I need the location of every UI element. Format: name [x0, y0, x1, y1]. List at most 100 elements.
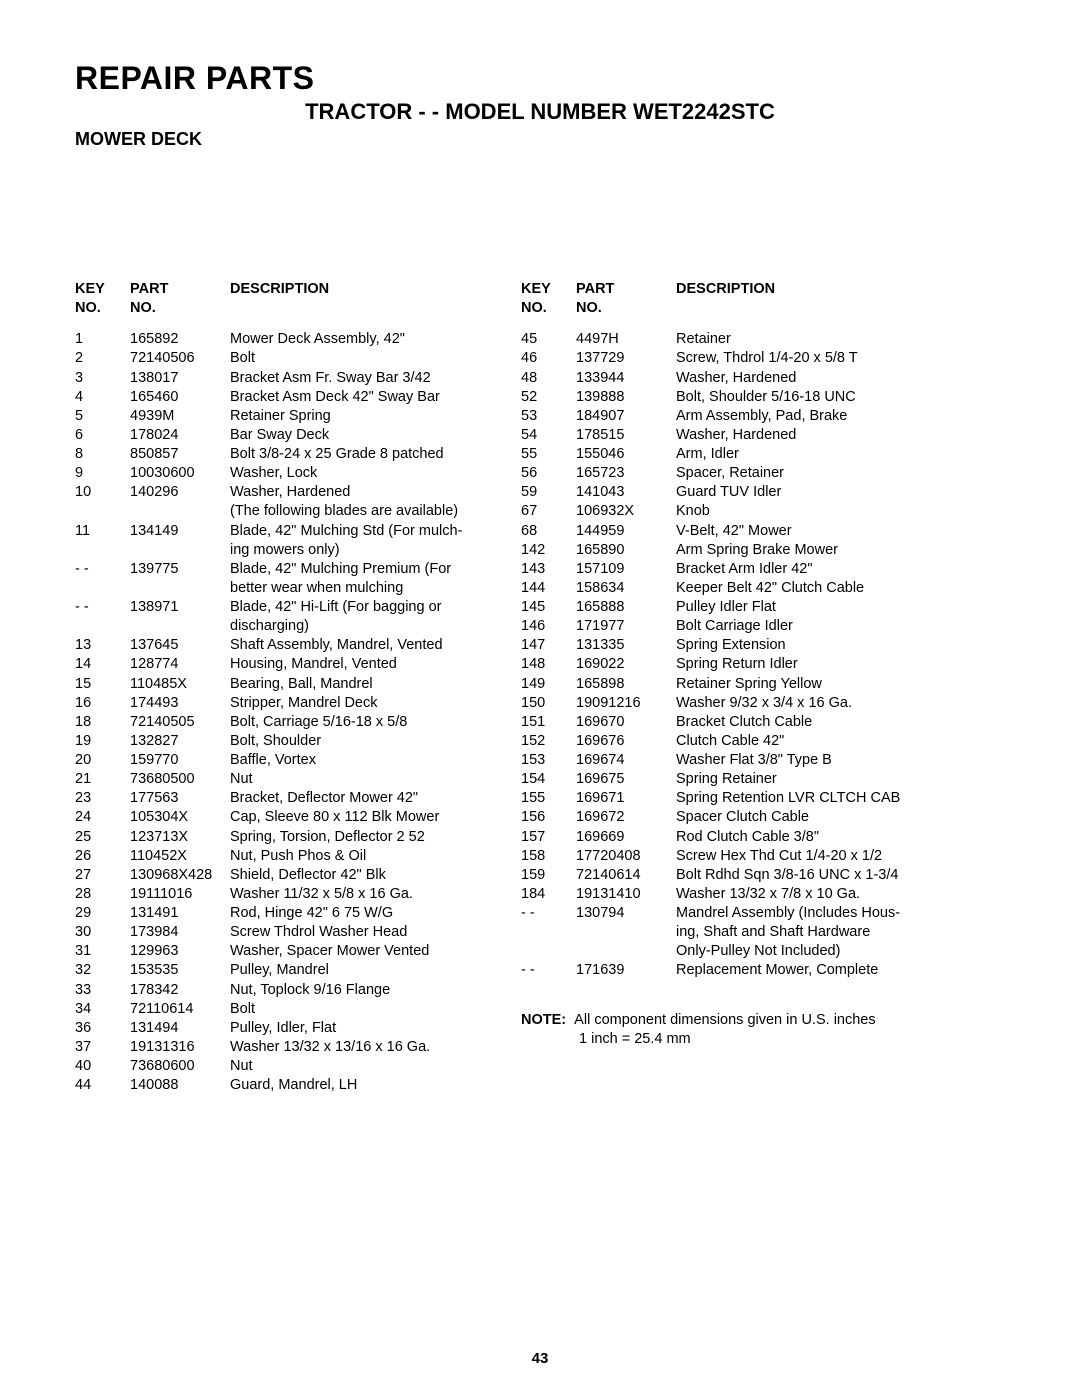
parts-row: 155169671Spring Retention LVR CLTCH CAB [521, 789, 1005, 808]
parts-row: ing, Shaft and Shaft Hardware [521, 923, 1005, 942]
parts-row: 2819111016Washer 11/32 x 5/8 x 16 Ga. [75, 885, 505, 904]
cell-desc: Mower Deck Assembly, 42" [230, 330, 505, 349]
cell-desc: Nut [230, 1057, 505, 1076]
cell-key: 154 [521, 770, 576, 789]
cell-part: 169672 [576, 808, 676, 827]
cell-desc: Blade, 42" Hi-Lift (For bagging or [230, 598, 505, 617]
cell-part: 132827 [130, 732, 230, 751]
parts-row: 910030600Washer, Lock [75, 464, 505, 483]
cell-key: 46 [521, 349, 576, 368]
parts-row: 144158634Keeper Belt 42" Clutch Cable [521, 579, 1005, 598]
cell-key: 30 [75, 923, 130, 942]
cell-part: 19131410 [576, 885, 676, 904]
cell-desc: Stripper, Mandrel Deck [230, 694, 505, 713]
cell-key: 56 [521, 464, 576, 483]
cell-key: 153 [521, 751, 576, 770]
header-part: PART NO. [130, 280, 230, 318]
cell-part: 131494 [130, 1019, 230, 1038]
parts-row: - -138971Blade, 42" Hi-Lift (For bagging… [75, 598, 505, 617]
cell-desc: Bearing, Ball, Mandrel [230, 675, 505, 694]
parts-row: 52139888Bolt, Shoulder 5/16-18 UNC [521, 388, 1005, 407]
parts-columns: KEY NO. PART NO. DESCRIPTION 1165892Mowe… [75, 280, 1005, 1095]
cell-desc: Bolt [230, 1000, 505, 1019]
cell-key: 15 [75, 675, 130, 694]
cell-key: - - [75, 560, 130, 579]
parts-row: 18419131410Washer 13/32 x 7/8 x 10 Ga. [521, 885, 1005, 904]
cell-key: 147 [521, 636, 576, 655]
parts-row: ing mowers only) [75, 541, 505, 560]
parts-row: 32153535Pulley, Mandrel [75, 961, 505, 980]
parts-row: Only-Pulley Not Included) [521, 942, 1005, 961]
cell-key: 25 [75, 828, 130, 847]
parts-row: 3472110614Bolt [75, 1000, 505, 1019]
cell-desc: Spacer Clutch Cable [676, 808, 1005, 827]
parts-row: 55155046Arm, Idler [521, 445, 1005, 464]
parts-row: 8850857Bolt 3/8-24 x 25 Grade 8 patched [75, 445, 505, 464]
note-label: NOTE: [521, 1012, 566, 1028]
cell-desc: Pulley Idler Flat [676, 598, 1005, 617]
cell-key: 1 [75, 330, 130, 349]
cell-key [521, 942, 576, 961]
cell-part: 106932X [576, 502, 676, 521]
cell-part: 17720408 [576, 847, 676, 866]
cell-key: 44 [75, 1076, 130, 1095]
cell-key: 33 [75, 981, 130, 1000]
cell-key: 53 [521, 407, 576, 426]
cell-part: 184907 [576, 407, 676, 426]
parts-row: 29131491Rod, Hinge 42" 6 75 W/G [75, 904, 505, 923]
cell-key: 29 [75, 904, 130, 923]
cell-part: 130968X428 [130, 866, 230, 885]
parts-row: 152169676Clutch Cable 42" [521, 732, 1005, 751]
cell-desc: Washer, Lock [230, 464, 505, 483]
cell-part: 178024 [130, 426, 230, 445]
cell-key: 31 [75, 942, 130, 961]
cell-part: 157109 [576, 560, 676, 579]
cell-part: 153535 [130, 961, 230, 980]
cell-part: 171977 [576, 617, 676, 636]
cell-key: 8 [75, 445, 130, 464]
cell-desc: Washer 13/32 x 7/8 x 10 Ga. [676, 885, 1005, 904]
cell-part: 137645 [130, 636, 230, 655]
parts-row: 25123713XSpring, Torsion, Deflector 2 52 [75, 828, 505, 847]
cell-key: 6 [75, 426, 130, 445]
cell-part [576, 942, 676, 961]
parts-row: 146171977Bolt Carriage Idler [521, 617, 1005, 636]
cell-desc: Washer, Hardened [676, 426, 1005, 445]
parts-row: 3138017Bracket Asm Fr. Sway Bar 3/42 [75, 369, 505, 388]
parts-row: 1872140505Bolt, Carriage 5/16-18 x 5/8 [75, 713, 505, 732]
cell-part: 165723 [576, 464, 676, 483]
cell-key: 4 [75, 388, 130, 407]
cell-part: 73680600 [130, 1057, 230, 1076]
cell-key: 145 [521, 598, 576, 617]
cell-part: 72140505 [130, 713, 230, 732]
cell-part: 165460 [130, 388, 230, 407]
cell-part: 139888 [576, 388, 676, 407]
column-body-left: 1165892Mower Deck Assembly, 42"272140506… [75, 330, 505, 1095]
header-desc: DESCRIPTION [676, 280, 1005, 318]
cell-key: 159 [521, 866, 576, 885]
parts-row: 272140506Bolt [75, 349, 505, 368]
parts-row: 19132827Bolt, Shoulder [75, 732, 505, 751]
cell-desc: Bracket Asm Deck 42" Sway Bar [230, 388, 505, 407]
cell-desc: Spring Extension [676, 636, 1005, 655]
cell-part: 165898 [576, 675, 676, 694]
parts-row: 147131335Spring Extension [521, 636, 1005, 655]
cell-desc: Nut [230, 770, 505, 789]
cell-part: 130794 [576, 904, 676, 923]
cell-key: 143 [521, 560, 576, 579]
cell-part: 133944 [576, 369, 676, 388]
header-part: PART NO. [576, 280, 676, 318]
parts-row: 15110485XBearing, Ball, Mandrel [75, 675, 505, 694]
cell-part: 73680500 [130, 770, 230, 789]
parts-row: 48133944Washer, Hardened [521, 369, 1005, 388]
cell-desc: Retainer Spring [230, 407, 505, 426]
cell-desc: Keeper Belt 42" Clutch Cable [676, 579, 1005, 598]
parts-row: 11134149Blade, 42" Mulching Std (For mul… [75, 522, 505, 541]
cell-desc: Rod Clutch Cable 3/8" [676, 828, 1005, 847]
cell-key: 37 [75, 1038, 130, 1057]
cell-part: 169676 [576, 732, 676, 751]
parts-row: 1165892Mower Deck Assembly, 42" [75, 330, 505, 349]
cell-key: 142 [521, 541, 576, 560]
cell-desc: Replacement Mower, Complete [676, 961, 1005, 980]
cell-key: 156 [521, 808, 576, 827]
